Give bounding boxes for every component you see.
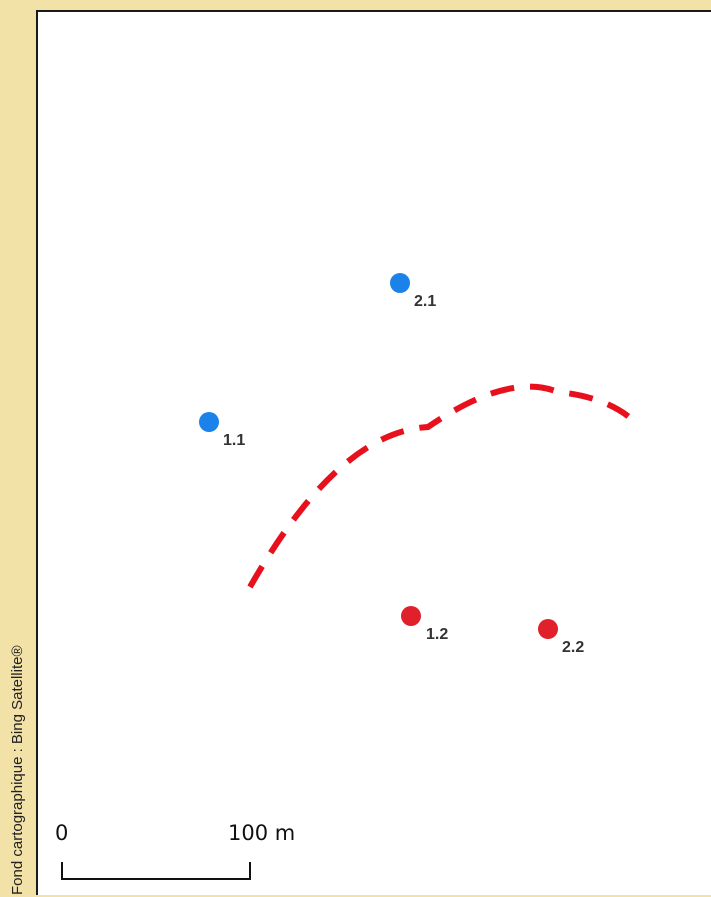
map-canvas: 2.1 1.1 1.2 2.2 0 100 m <box>55 273 638 880</box>
point-label: 2.1 <box>414 293 436 310</box>
point-label: 1.2 <box>426 626 448 643</box>
point-marker <box>199 412 219 432</box>
point-1-2[interactable]: 1.2 <box>401 606 448 643</box>
scale-end-label: 100 m <box>228 821 295 845</box>
point-label: 1.1 <box>223 432 245 449</box>
scale-bar: 0 100 m <box>55 821 295 880</box>
point-2-1[interactable]: 2.1 <box>390 273 436 310</box>
boundary-dashed-line <box>247 383 638 589</box>
point-label: 2.2 <box>562 639 584 656</box>
point-marker <box>390 273 410 293</box>
point-marker <box>401 606 421 626</box>
scale-start-label: 0 <box>55 821 68 845</box>
map-frame: 2.1 1.1 1.2 2.2 0 100 m <box>36 10 711 895</box>
point-marker <box>538 619 558 639</box>
point-2-2[interactable]: 2.2 <box>538 619 584 656</box>
scale-bar-line <box>61 862 251 880</box>
map-credit: Fond cartographique : Bing Satellite® <box>9 645 26 895</box>
point-1-1[interactable]: 1.1 <box>199 412 245 449</box>
side-strip: Fond cartographique : Bing Satellite® <box>0 0 36 895</box>
